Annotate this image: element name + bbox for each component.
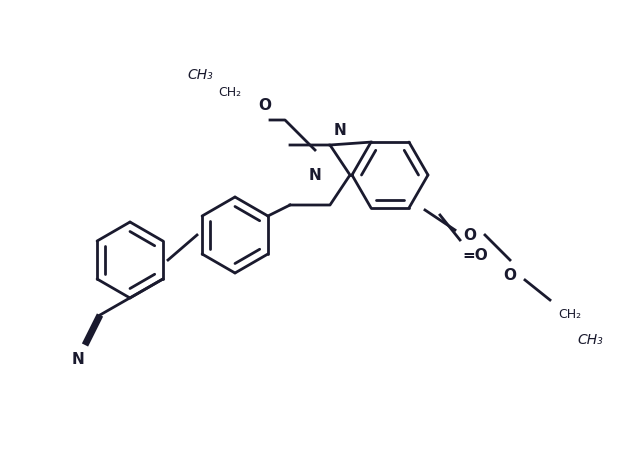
Text: O: O xyxy=(463,227,477,243)
Text: O: O xyxy=(259,97,271,112)
Text: CH₃: CH₃ xyxy=(577,333,603,347)
Text: =O: =O xyxy=(462,248,488,263)
Text: N: N xyxy=(72,352,84,368)
Text: CH₂: CH₂ xyxy=(559,308,582,321)
Text: O: O xyxy=(504,267,516,282)
Text: N: N xyxy=(333,123,346,138)
Text: N: N xyxy=(308,167,321,182)
Text: CH₂: CH₂ xyxy=(218,86,241,99)
Text: CH₃: CH₃ xyxy=(187,68,213,82)
